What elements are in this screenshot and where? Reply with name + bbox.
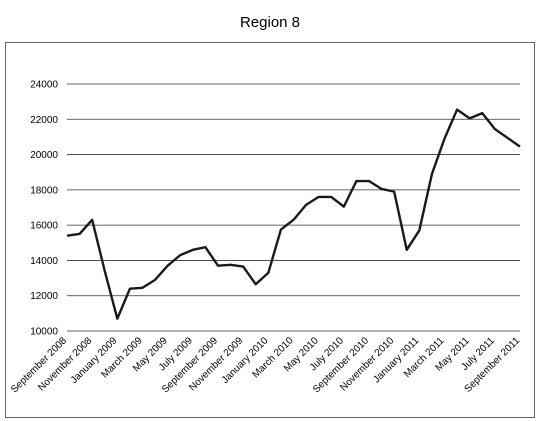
y-tick-label: 18000 — [30, 185, 58, 196]
y-tick-label: 24000 — [30, 80, 58, 91]
series-line — [66, 108, 521, 320]
chart-title: Region 8 — [239, 14, 301, 31]
y-tick-label: 16000 — [30, 221, 58, 232]
y-tick-label: 20000 — [30, 150, 58, 161]
chart-frame — [5, 42, 535, 418]
y-tick-label: 14000 — [30, 256, 58, 267]
y-tick-label: 12000 — [30, 291, 58, 302]
y-tick-label: 22000 — [30, 115, 58, 126]
y-tick-label: 10000 — [30, 327, 58, 338]
